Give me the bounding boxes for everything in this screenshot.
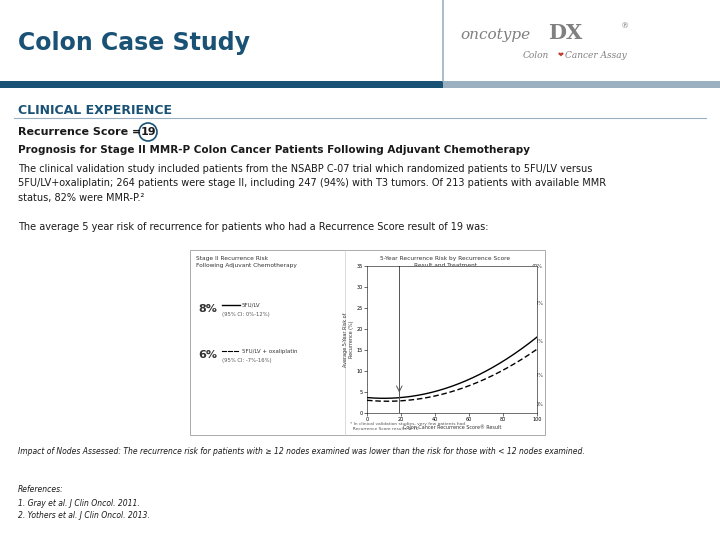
Text: 1. Gray et al. J Clin Oncol. 2011.: 1. Gray et al. J Clin Oncol. 2011. — [18, 499, 140, 508]
Text: 5FU/LV + oxaliplatin: 5FU/LV + oxaliplatin — [242, 349, 297, 354]
Text: 30%: 30% — [532, 301, 543, 306]
Text: Stage II Recurrence Risk
Following Adjuvant Chemotherapy: Stage II Recurrence Risk Following Adjuv… — [196, 256, 297, 268]
Text: The clinical validation study included patients from the NSABP C-07 trial which : The clinical validation study included p… — [18, 164, 606, 203]
Bar — [0, 81, 443, 88]
Text: ®: ® — [621, 22, 629, 30]
Text: Prognosis for Stage II MMR-P Colon Cancer Patients Following Adjuvant Chemothera: Prognosis for Stage II MMR-P Colon Cance… — [18, 145, 530, 155]
Text: 40%: 40% — [532, 264, 543, 268]
Text: 6%: 6% — [198, 350, 217, 361]
Text: CLINICAL EXPERIENCE: CLINICAL EXPERIENCE — [18, 104, 172, 117]
Text: 5FU/LV: 5FU/LV — [242, 303, 261, 308]
X-axis label: Colon Cancer Recurrence Score® Result: Colon Cancer Recurrence Score® Result — [402, 425, 501, 430]
Text: 19: 19 — [140, 127, 156, 137]
Text: Impact of Nodes Assessed: The recurrence risk for patients with ≥ 12 nodes exami: Impact of Nodes Assessed: The recurrence… — [18, 447, 585, 456]
Bar — [190, 250, 545, 435]
Text: oncotype: oncotype — [461, 28, 531, 42]
Text: Colon Case Study: Colon Case Study — [18, 31, 250, 55]
Text: 0%: 0% — [535, 402, 543, 407]
Y-axis label: Average 5-Year Risk of
Recurrence (%): Average 5-Year Risk of Recurrence (%) — [343, 312, 354, 367]
Text: (95% CI: -7%-16%): (95% CI: -7%-16%) — [222, 358, 271, 363]
Text: References:: References: — [18, 485, 64, 494]
Text: 2. Yothers et al. J Clin Oncol. 2013.: 2. Yothers et al. J Clin Oncol. 2013. — [18, 511, 150, 520]
Text: 8%: 8% — [198, 304, 217, 314]
Text: DX: DX — [548, 23, 582, 43]
Text: ❤: ❤ — [558, 52, 564, 58]
Text: (95% CI: 0%-12%): (95% CI: 0%-12%) — [222, 312, 270, 316]
Text: 20%: 20% — [532, 339, 543, 344]
Bar — [443, 81, 720, 88]
Text: Recurrence Score =: Recurrence Score = — [18, 127, 145, 137]
Text: Colon: Colon — [523, 51, 549, 59]
Text: The average 5 year risk of recurrence for patients who had a Recurrence Score re: The average 5 year risk of recurrence fo… — [18, 222, 488, 232]
Text: 5-Year Recurrence Risk by Recurrence Score
Result and Treatment: 5-Year Recurrence Risk by Recurrence Sco… — [380, 256, 510, 268]
Text: * In clinical validation studies, very few patients had
  Recurrence Score resul: * In clinical validation studies, very f… — [350, 422, 465, 431]
Text: Cancer Assay: Cancer Assay — [564, 51, 626, 59]
Text: 10%: 10% — [532, 373, 543, 377]
